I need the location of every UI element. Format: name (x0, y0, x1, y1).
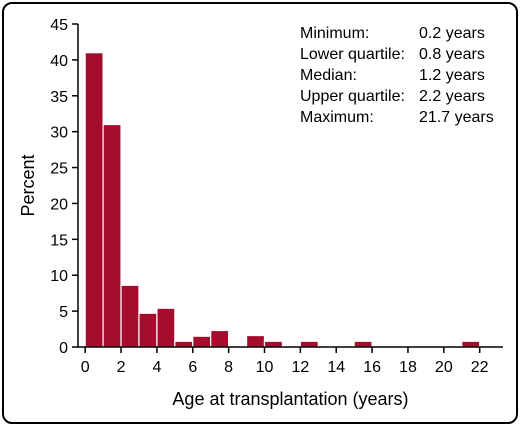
x-ticks-group: 0 2 4 6 8 10 12 14 16 18 20 22 (81, 347, 489, 376)
stats-label: Lower quartile: (300, 46, 405, 63)
y-tick-label: 20 (50, 196, 68, 213)
histogram-bar-15 (353, 340, 373, 348)
stats-value: 2.2 years (419, 88, 485, 105)
x-tick-label: 4 (152, 359, 161, 376)
y-tick-label: 15 (50, 232, 68, 249)
x-tick-label: 0 (81, 359, 90, 376)
x-tick-label: 2 (117, 359, 126, 376)
histogram-bar-1 (102, 123, 122, 348)
histogram-bar-7 (210, 329, 230, 348)
histogram-bar-9 (245, 334, 266, 348)
y-axis-title: Percent (18, 154, 38, 216)
y-tick-label: 35 (50, 89, 68, 106)
histogram-bar-0 (84, 52, 104, 348)
histogram-bar-10 (263, 340, 284, 348)
x-tick-label: 8 (224, 359, 233, 376)
y-ticks-group: 0 5 10 15 20 25 30 35 40 45 (50, 17, 78, 357)
histogram-bar-4 (156, 307, 176, 348)
stats-label: Minimum: (300, 25, 369, 42)
histogram-bar-21 (461, 340, 481, 348)
summary-stats-box: Minimum: 0.2 years Lower quartile: 0.8 year… (300, 25, 494, 126)
histogram-bar-5 (174, 340, 194, 348)
y-tick-label: 40 (50, 53, 68, 70)
bars-group (84, 52, 481, 348)
y-tick-label: 30 (50, 125, 68, 142)
stats-value: 0.2 years (419, 25, 485, 42)
x-tick-label: 6 (188, 359, 197, 376)
histogram-bar-12 (299, 340, 319, 348)
histogram-bar-2 (120, 284, 140, 348)
stats-value: 0.8 years (419, 46, 485, 63)
x-tick-label: 14 (327, 359, 345, 376)
x-tick-label: 18 (399, 359, 417, 376)
y-tick-label: 0 (59, 340, 68, 357)
stats-value: 1.2 years (419, 67, 485, 84)
y-tick-label: 45 (50, 17, 68, 34)
y-tick-label: 5 (59, 304, 68, 321)
stats-label: Upper quartile: (300, 88, 405, 105)
stats-value: 21.7 years (419, 109, 494, 126)
y-tick-label: 10 (50, 268, 68, 285)
x-tick-label: 12 (291, 359, 309, 376)
stats-label: Median: (300, 67, 357, 84)
x-tick-label: 20 (435, 359, 453, 376)
x-tick-label: 16 (363, 359, 381, 376)
x-axis-title: Age at transplantation (years) (172, 389, 408, 409)
histogram-bar-3 (138, 312, 158, 348)
stats-label: Maximum: (300, 109, 374, 126)
x-tick-label: 10 (256, 359, 274, 376)
y-tick-label: 25 (50, 161, 68, 178)
x-tick-label: 22 (471, 359, 489, 376)
histogram-bar-6 (192, 335, 212, 348)
